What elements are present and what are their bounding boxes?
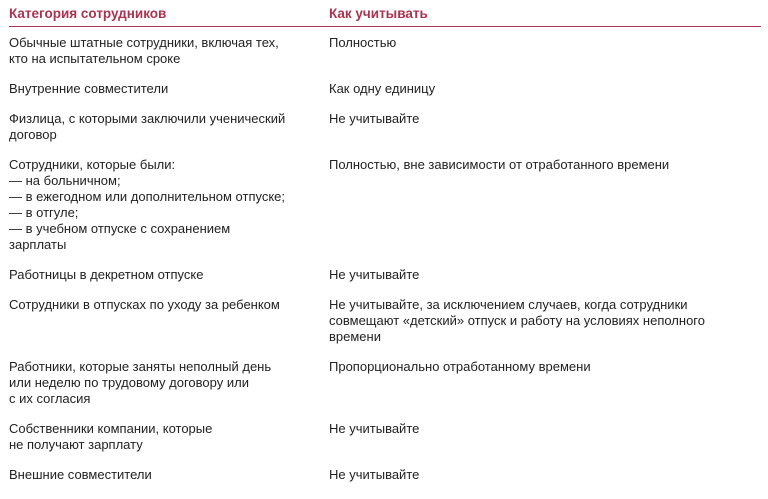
table-row: Внутренние совместители Как одну единицу (9, 73, 761, 103)
cell-how-to-count: Не учитывайте (329, 421, 420, 436)
table-row: Внешние совместители Не учитывайте (9, 459, 761, 489)
cell-category: Сотрудники в отпусках по уходу за ребенк… (9, 297, 280, 312)
cell-category: Физлица, с которыми заключили ученически… (9, 111, 286, 142)
cell-category: Внутренние совместители (9, 81, 169, 96)
table-row: Работники, которые заняты неполный день … (9, 351, 761, 413)
table-row: Собственники компании, которые не получа… (9, 413, 761, 459)
table-row: Сотрудники в отпусках по уходу за ребенк… (9, 289, 761, 351)
cell-how-to-count: Не учитывайте, за исключением случаев, к… (329, 297, 705, 344)
cell-category: Сотрудники, которые были: — на больнично… (9, 157, 286, 252)
header-how-to-count: Как учитывать (329, 5, 428, 21)
table-row: Сотрудники, которые были: — на больнично… (9, 149, 761, 259)
cell-how-to-count: Как одну единицу (329, 81, 436, 96)
cell-how-to-count: Не учитывайте (329, 267, 420, 282)
employee-count-table: Категория сотрудников Как учитывать Обыч… (9, 0, 761, 489)
cell-category: Работницы в декретном отпуске (9, 267, 204, 282)
table-row: Обычные штатные сотрудники, включая тех,… (9, 27, 761, 73)
cell-how-to-count: Полностью (329, 35, 397, 50)
cell-how-to-count: Полностью, вне зависимости от отработанн… (329, 157, 670, 172)
table-row: Физлица, с которыми заключили ученически… (9, 103, 761, 149)
header-category: Категория сотрудников (9, 5, 167, 21)
cell-category: Внешние совместители (9, 467, 152, 482)
cell-how-to-count: Не учитывайте (329, 111, 420, 126)
table-row: Работницы в декретном отпуске Не учитывай… (9, 259, 761, 289)
cell-how-to-count: Не учитывайте (329, 467, 420, 482)
table-header: Категория сотрудников Как учитывать (9, 0, 761, 27)
cell-category: Работники, которые заняты неполный день … (9, 359, 272, 406)
cell-how-to-count: Пропорционально отработанному времени (329, 359, 591, 374)
cell-category: Собственники компании, которые не получа… (9, 421, 213, 452)
cell-category: Обычные штатные сотрудники, включая тех,… (9, 35, 279, 66)
